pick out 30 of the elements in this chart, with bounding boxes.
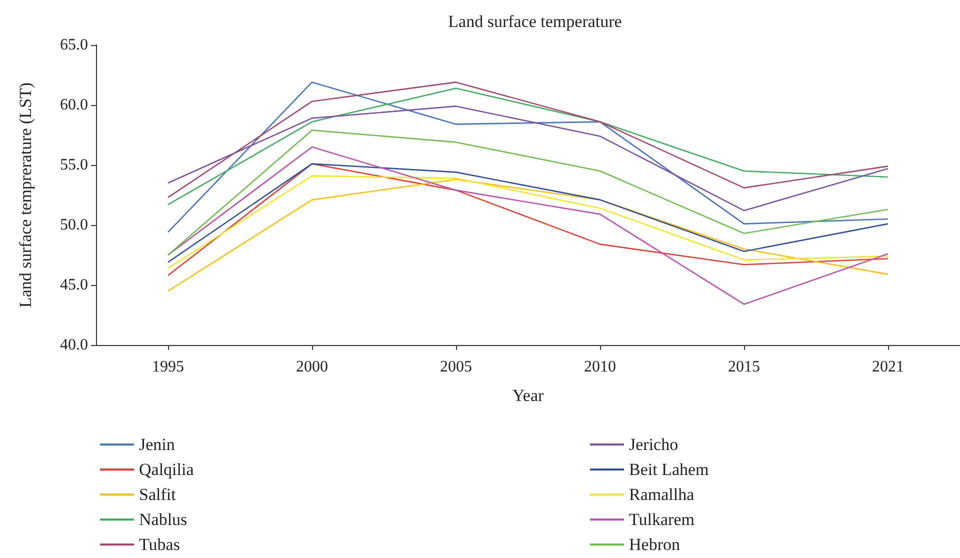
line-series	[167, 106, 889, 212]
x-tick-label: 2000	[296, 358, 328, 376]
y-tick-label: 60.0	[60, 96, 88, 114]
x-tick-label: 1995	[152, 358, 184, 376]
legend-label: Tubas	[139, 535, 180, 554]
legend-label: Tulkarem	[629, 510, 694, 529]
x-tick-label: 2021	[872, 358, 904, 376]
line-series	[167, 178, 889, 292]
x-tick-label: 2005	[440, 358, 472, 376]
line-series	[167, 130, 889, 256]
legend-label: Nablus	[139, 510, 188, 529]
legend-label: Jenin	[139, 435, 176, 454]
y-tick-label: 40.0	[60, 336, 88, 354]
line-series	[167, 82, 889, 233]
y-tick-label: 45.0	[60, 276, 88, 294]
y-tick-label: 50.0	[60, 216, 88, 234]
x-axis-title: Year	[512, 386, 544, 405]
y-axis-title: Land surface temprerature (LST)	[16, 82, 35, 308]
legend-label: Jericho	[629, 435, 678, 454]
legend-label: Ramallha	[629, 485, 695, 504]
legend-label: Hebron	[629, 535, 680, 554]
legend-label: Qalqilia	[139, 460, 194, 479]
y-tick-label: 55.0	[60, 156, 88, 174]
chart-title: Land surface temperature	[448, 12, 622, 31]
x-tick-label: 2015	[728, 358, 760, 376]
y-tick-label: 65.0	[60, 36, 88, 54]
legend-label: Salfit	[139, 485, 176, 504]
line-series	[167, 175, 889, 269]
x-tick-label: 2010	[584, 358, 616, 376]
legend-label: Beit Lahem	[629, 460, 709, 479]
